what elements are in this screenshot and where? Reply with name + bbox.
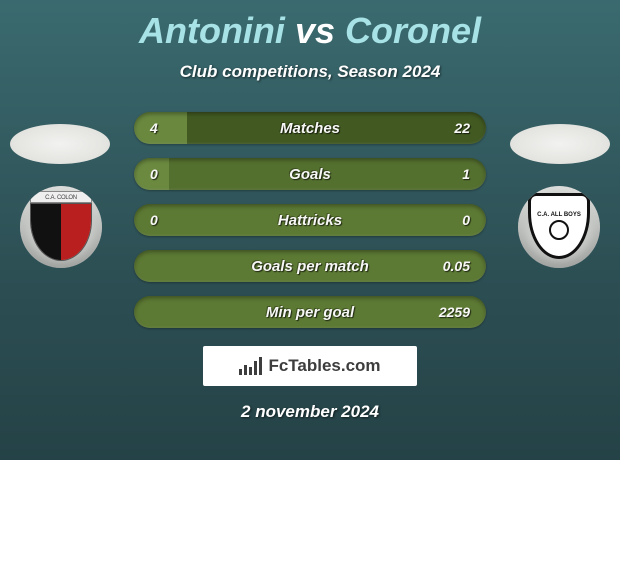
subtitle: Club competitions, Season 2024 [0,62,620,82]
title-player-right: Coronel [345,10,481,51]
player-photo-right [510,124,610,164]
page-title: Antonini vs Coronel [0,10,620,52]
title-vs: vs [295,10,335,51]
stat-row: 0Goals1 [134,158,486,190]
stat-label: Goals [134,166,486,183]
shield-icon: C.A. COLON [26,189,96,265]
bar-chart-icon [239,357,262,375]
card: Antonini vs Coronel Club competitions, S… [0,0,620,460]
date-text: 2 november 2024 [0,402,620,422]
stat-row: Goals per match0.05 [134,250,486,282]
branding-text: FcTables.com [268,356,380,376]
shield-icon: C.A. ALL BOYS [524,189,594,265]
player-photo-left [10,124,110,164]
stat-label: Goals per match [134,258,486,275]
club-badge-left: C.A. COLON [20,186,102,268]
branding-badge: FcTables.com [203,346,417,386]
stats-list: 4Matches22 0Goals1 0Hattricks0 Goals per ma… [134,112,486,342]
club-badge-right: C.A. ALL BOYS [518,186,600,268]
stat-label: Min per goal [134,304,486,321]
blank-area [0,460,620,580]
stat-row: 0Hattricks0 [134,204,486,236]
club-name-right: C.A. ALL BOYS [537,212,581,218]
stat-label: Matches [134,120,486,137]
club-name-left: C.A. COLON [30,191,92,203]
title-player-left: Antonini [139,10,285,51]
stat-row: Min per goal2259 [134,296,486,328]
stat-label: Hattricks [134,212,486,229]
stat-row: 4Matches22 [134,112,486,144]
comparison-area: C.A. COLON C.A. ALL BOYS 4Matches22 0Goal… [0,112,620,332]
